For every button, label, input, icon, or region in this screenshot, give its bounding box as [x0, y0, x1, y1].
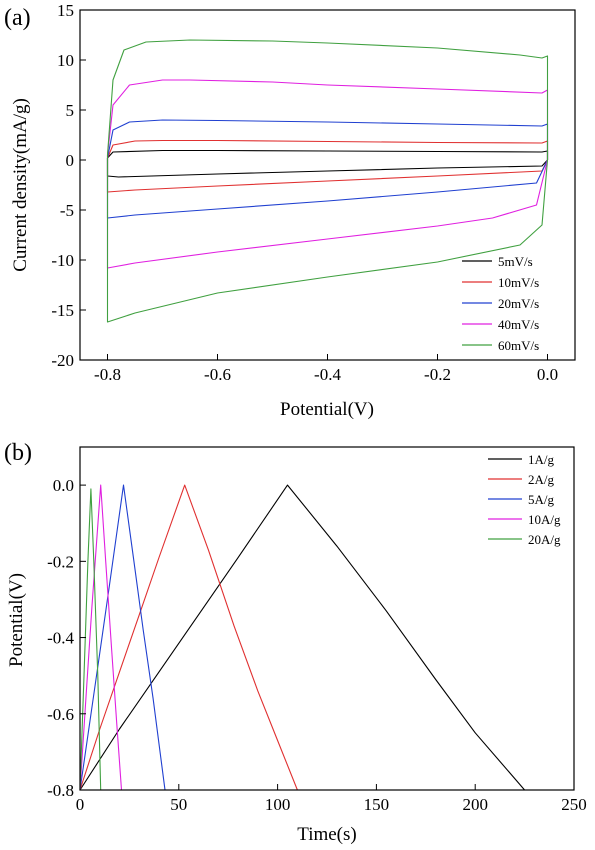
y-tick-label-a: -10 [51, 251, 74, 270]
y-axis-label-b: Potential(V) [6, 573, 27, 667]
x-axis-b: 0 50 100 150 200 250 [76, 784, 587, 814]
y-tick-label-a: 0 [66, 151, 75, 170]
legend-label-a-1: 10mV/s [498, 275, 539, 290]
series-line-b-4 [79, 488, 102, 791]
y-tick-label-b: -0.2 [47, 552, 74, 571]
legend-label-a-4: 60mV/s [498, 338, 539, 353]
x-tick-label-b: 50 [170, 795, 187, 814]
x-tick-label-a: -0.6 [204, 365, 231, 384]
y-tick-label-a: 15 [57, 1, 74, 20]
x-axis-label-b: Time(s) [297, 824, 356, 845]
y-tick-label-b: -0.6 [47, 705, 74, 724]
y-tick-label-a: 5 [66, 101, 75, 120]
legend-b: 1A/g 2A/g 5A/g 10A/g 20A/g [488, 452, 561, 547]
series-line-b-1 [79, 484, 298, 791]
x-tick-label-a: -0.2 [424, 365, 451, 384]
y-tick-label-a: -20 [51, 351, 74, 370]
x-tick-label-a: -0.8 [94, 365, 121, 384]
y-axis-b: -0.8 -0.6 -0.4 -0.2 0.0 [47, 476, 86, 800]
y-tick-label-a: -5 [60, 201, 74, 220]
series-line-a-4 [106, 39, 549, 323]
legend-label-b-3: 10A/g [528, 512, 561, 527]
y-tick-label-a: -15 [51, 301, 74, 320]
series-line-b-3 [79, 484, 123, 791]
legend-label-a-0: 5mV/s [498, 254, 533, 269]
x-tick-label-b: 200 [462, 795, 488, 814]
legend-a: 5mV/s 10mV/s 20mV/s 40mV/s 60mV/s [462, 254, 539, 353]
legend-label-b-0: 1A/g [528, 452, 555, 467]
panel-b: (b) 0 50 100 150 200 250 -0.8-0.6-0.4-0.20.0 … [4, 440, 587, 845]
series-line-b-2 [79, 484, 166, 791]
series-line-b-0 [79, 484, 526, 791]
panel-label-b: (b) [4, 440, 32, 466]
legend-label-b-2: 5A/g [528, 492, 555, 507]
panel-label-a: (a) [4, 5, 31, 31]
y-tick-label-b: 0.0 [53, 476, 74, 495]
x-tick-label-b: 150 [364, 795, 390, 814]
x-axis-a: -0.8 -0.6 -0.4 -0.2 0.0 [94, 354, 558, 384]
y-axis-label-a: Current density(mA/g) [10, 98, 31, 272]
x-tick-label-a: 0.0 [537, 365, 558, 384]
series-line-a-0 [106, 149, 549, 178]
panel-a: (a) -0.8 -0.6 -0.4 -0.2 0.0 -20 -15 -10 -5 0 5 10 1… [4, 1, 576, 420]
legend-label-b-4: 20A/g [528, 532, 561, 547]
x-tick-label-b: 100 [265, 795, 291, 814]
y-tick-label-b: -0.8 [47, 781, 74, 800]
y-axis-a: -20 -15 -10 -5 0 5 10 15 [51, 1, 86, 370]
plot-frame-b [79, 446, 575, 791]
x-axis-label-a: Potential(V) [280, 399, 374, 420]
plot-area-b [79, 484, 526, 791]
legend-label-a-3: 40mV/s [498, 317, 539, 332]
y-tick-label-b: -0.4 [47, 629, 74, 648]
legend-label-a-2: 20mV/s [498, 296, 539, 311]
y-tick-label-a: 10 [57, 51, 74, 70]
x-tick-label-b: 0 [76, 795, 85, 814]
x-tick-label-b: 250 [561, 795, 587, 814]
series-line-a-1 [106, 139, 549, 193]
x-tick-label-a: -0.4 [314, 365, 341, 384]
series-line-a-2 [106, 119, 549, 219]
plot-area-a [106, 39, 549, 323]
legend-label-b-1: 2A/g [528, 472, 555, 487]
